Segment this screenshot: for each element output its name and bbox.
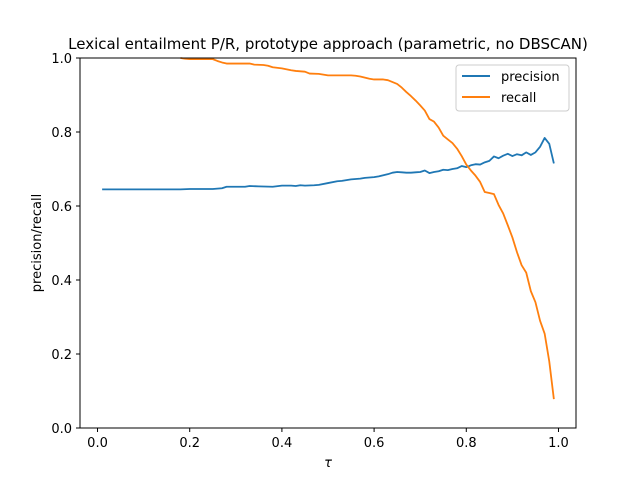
legend-label-recall: recall xyxy=(501,91,536,106)
y-tick-label: 0.6 xyxy=(51,200,72,215)
y-axis-title: precision/recall xyxy=(30,194,45,292)
series-line-precision xyxy=(102,137,555,191)
plot-area xyxy=(80,58,576,428)
y-tick-label: 0.4 xyxy=(51,274,72,289)
x-tick-label: 0.0 xyxy=(87,436,108,451)
y-tick-label: 0.8 xyxy=(51,126,72,141)
plot-background xyxy=(80,58,576,428)
x-tick-label: 0.6 xyxy=(364,436,385,451)
y-tick-label: 0.2 xyxy=(51,348,72,363)
y-tick-label: 0.0 xyxy=(51,422,72,437)
x-tick-label: 1.0 xyxy=(548,436,569,451)
y-axis: 0.0 0.2 0.4 0.6 0.8 1.0 xyxy=(51,52,80,437)
x-axis: 0.0 0.2 0.4 0.6 0.8 1.0 xyxy=(87,428,569,451)
y-tick-label: 1.0 xyxy=(51,52,72,67)
x-tick-label: 0.4 xyxy=(272,436,293,451)
chart-title: Lexical entailment P/R, prototype approa… xyxy=(68,35,588,53)
x-tick-label: 0.8 xyxy=(456,436,477,451)
x-axis-title: τ xyxy=(324,456,332,471)
plot-frame xyxy=(79,57,577,429)
x-tick-label: 0.2 xyxy=(179,436,200,451)
legend: precision recall xyxy=(455,64,570,112)
legend-label-precision: precision xyxy=(501,70,560,85)
series-layer xyxy=(102,57,555,400)
series-line-recall xyxy=(180,57,555,400)
